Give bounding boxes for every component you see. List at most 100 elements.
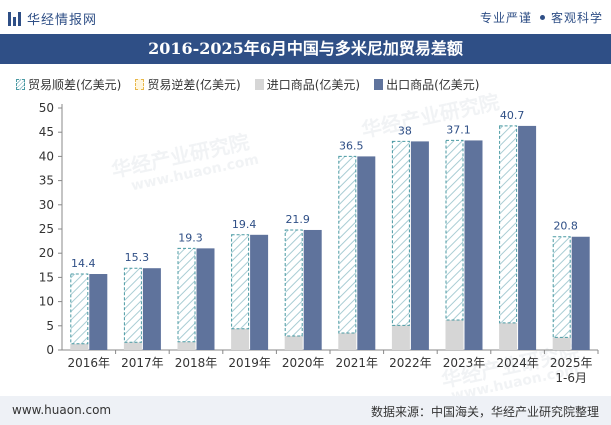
brand: 华经情报网 [8,9,97,28]
x-tick-label: 2019年 [228,356,271,370]
bar-export [410,141,429,350]
x-tick-label: 2023年 [443,356,486,370]
y-tick-label: 30 [39,198,54,212]
data-label-trade-surplus: 36.5 [339,139,364,152]
data-label-trade-surplus: 19.4 [232,218,257,231]
footer-source: 数据来源：中国海关，华经产业研究院整理 [370,405,599,419]
bar-import [177,341,196,350]
legend-swatch-import [254,79,264,90]
legend-label-trade-surplus: 贸易顺差(亿美元) [28,78,122,92]
legend-item-trade-surplus: 贸易顺差(亿美元) [16,76,121,93]
data-label-trade-surplus: 20.8 [553,220,578,233]
x-tick-label: 2016年 [68,356,111,370]
data-label-trade-surplus: 38 [398,124,412,137]
y-tick-label: 0 [46,343,54,357]
x-tick-label: 2021年 [336,356,379,370]
y-tick-label: 45 [39,125,54,139]
data-label-trade-surplus: 40.7 [500,109,525,122]
x-tick-label: 2024年 [496,356,539,370]
y-tick-label: 40 [39,149,54,163]
dot-icon [539,15,545,20]
y-tick-label: 20 [39,246,54,260]
bars [70,125,590,351]
bar-import [70,343,89,350]
bar-trade-surplus [445,139,464,321]
chart-legend: 贸易顺差(亿美元) 贸易逆差(亿美元) 进口商品(亿美元) 出口商品(亿美元) [16,76,494,93]
bar-trade-surplus [338,155,357,334]
bar-import [284,335,303,350]
x-tick-label-line: 2022年 [389,356,432,370]
x-tick-label-line: 2017年 [121,356,164,370]
bar-export [196,248,215,350]
legend-item-import: 进口商品(亿美元) [254,76,361,93]
legend-label-trade-deficit: 贸易逆差(亿美元) [147,78,241,92]
x-tick-label-line: 2023年 [443,356,486,370]
legend-item-trade-deficit: 贸易逆差(亿美元) [135,76,241,93]
legend-swatch-export [374,79,384,90]
footer: www.huaon.com 数据来源：中国海关，华经产业研究院整理 [0,396,611,425]
legend-swatch-trade-deficit [135,79,145,90]
bar-export [250,234,269,350]
y-tick-label: 15 [39,270,54,284]
y-tick-label: 35 [39,174,54,188]
y-axis: 0 5 10 15 20 25 30 35 40 45 50 2016年 2017年 2018年 2019年… [39,101,599,385]
legend-label-import: 进口商品(亿美元) [266,78,361,92]
x-tick-label-line: 2024年 [496,356,539,370]
bar-trade-surplus [552,236,571,338]
x-tick-label-line: 2018年 [175,356,218,370]
x-tick-label-line: 2016年 [68,356,111,370]
title-bar: 2016-2025年6月中国与多米尼加贸易差额 [0,34,611,64]
bar-import [552,337,571,350]
bar-export [142,268,161,350]
legend-label-export: 出口商品(亿美元) [386,78,480,92]
x-tick-label-line: 1-6月 [555,371,587,385]
bar-import [123,342,142,350]
x-tick-label: 2017年 [121,356,164,370]
x-tick-label: 2022年 [389,356,432,370]
bar-trade-surplus [231,234,250,330]
y-tick-label: 10 [39,295,54,309]
tagline-right: 客观科学 [550,11,603,25]
tagline: 专业严谨 客观科学 [480,9,603,26]
x-tick-label-line: 2021年 [336,356,379,370]
bar-export [518,125,537,351]
data-label-trade-surplus: 14.4 [71,257,96,270]
tagline-left: 专业严谨 [479,11,532,25]
bar-trade-surplus [284,229,303,337]
bar-trade-surplus [123,267,142,343]
x-tick-label-line: 2019年 [228,356,271,370]
bar-export [89,274,108,350]
y-tick-label: 5 [46,319,54,333]
bar-export [303,229,322,350]
bar-trade-surplus [70,273,89,345]
legend-swatch-trade-surplus [16,79,25,90]
chart-canvas: 0 5 10 15 20 25 30 35 40 45 50 2016年 2017年 2018年 2019年… [39,101,599,385]
chart-title: 2016-2025年6月中国与多米尼加贸易差额 [148,39,463,58]
data-label-trade-surplus: 15.3 [125,251,150,264]
brand-logo-icon [8,11,21,26]
y-tick-label: 50 [39,101,54,115]
bar-trade-surplus [499,125,518,324]
bar-export [357,156,376,350]
legend-item-export: 出口商品(亿美元) [374,76,480,93]
data-label-trade-surplus: 19.3 [178,231,203,244]
bar-import [445,319,464,350]
labels: 14.4 15.3 19.3 19.4 21.9 36.5 38 37.1 40.7 20.8 [71,109,578,270]
data-label-trade-surplus: 37.1 [446,123,471,136]
x-tick-label-line: 2020年 [282,356,325,370]
top-bar: 华经情报网 专业严谨 客观科学 [0,0,611,34]
footer-url: www.huaon.com [12,403,112,417]
y-tick-label: 25 [39,222,54,236]
x-tick-label: 2025年 1-6月 [550,356,593,385]
bar-export [571,236,590,350]
bar-export [464,140,483,350]
bar-import [231,328,250,350]
brand-name: 华经情报网 [27,13,98,28]
x-tick-label: 2020年 [282,356,325,370]
x-tick-label-line: 2025年 [550,356,593,370]
bar-trade-surplus [391,140,410,326]
bar-import [499,322,518,350]
data-label-trade-surplus: 21.9 [285,213,310,226]
bar-trade-surplus [177,247,196,343]
bar-import [338,333,357,350]
